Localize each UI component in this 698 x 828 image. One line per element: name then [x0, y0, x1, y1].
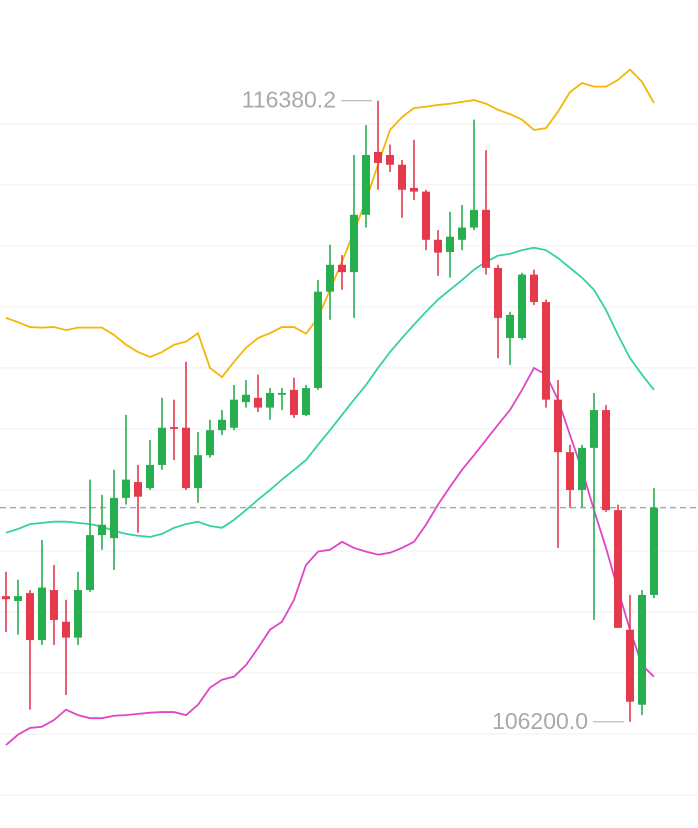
candle-body	[374, 151, 382, 163]
candle-body	[158, 427, 166, 465]
candle-body	[326, 264, 334, 292]
candle-body	[386, 154, 394, 165]
candle-body	[602, 410, 610, 511]
candle-body	[434, 239, 442, 253]
candle-body	[170, 427, 178, 429]
candle-body	[278, 392, 286, 395]
candle-body	[134, 482, 142, 497]
candle-body	[578, 447, 586, 490]
candle-body	[110, 497, 118, 539]
candle-body	[362, 154, 370, 215]
candle-body	[614, 510, 622, 628]
candle-body	[86, 535, 94, 591]
extreme-label: 116380.2	[242, 87, 336, 113]
candle-body	[242, 394, 250, 403]
candle-body	[446, 236, 454, 252]
candle-body	[470, 209, 478, 228]
candle-body	[410, 187, 418, 192]
candle-body	[74, 590, 82, 638]
candle-body	[482, 209, 490, 268]
candle-body	[506, 314, 514, 339]
candle-body	[218, 419, 226, 431]
candle-body	[230, 399, 238, 428]
candle-body	[458, 227, 466, 240]
candle-body	[590, 410, 598, 448]
candle-body	[266, 392, 274, 408]
candle-body	[398, 164, 406, 190]
candle-body	[626, 629, 634, 702]
candle-body	[98, 524, 106, 536]
candle-body	[518, 274, 526, 339]
candle-body	[62, 621, 70, 638]
candle-body	[38, 587, 46, 641]
candle-body	[290, 389, 298, 415]
candle-body	[494, 267, 502, 318]
candle-body	[566, 452, 574, 490]
candle-body	[302, 388, 310, 415]
candle-body	[350, 214, 358, 273]
candle-body	[206, 430, 214, 456]
band-line	[5, 68, 655, 379]
extreme-label: 106200.0	[492, 708, 588, 734]
candle-body	[314, 291, 322, 389]
candle-body	[50, 590, 58, 620]
candle-body	[650, 507, 658, 595]
candle-body	[14, 596, 22, 602]
candle-body	[2, 596, 10, 600]
candle-body	[554, 399, 562, 453]
candle-body	[122, 479, 130, 498]
candle-body	[182, 427, 190, 489]
candle-body	[254, 397, 262, 408]
candle-body	[638, 594, 646, 705]
candle-body	[530, 274, 538, 303]
candle-body	[542, 302, 550, 400]
candle-body	[194, 455, 202, 489]
candle-body	[338, 264, 346, 273]
candle-body	[146, 464, 154, 489]
candle-body	[26, 593, 34, 641]
candle-body	[422, 191, 430, 240]
